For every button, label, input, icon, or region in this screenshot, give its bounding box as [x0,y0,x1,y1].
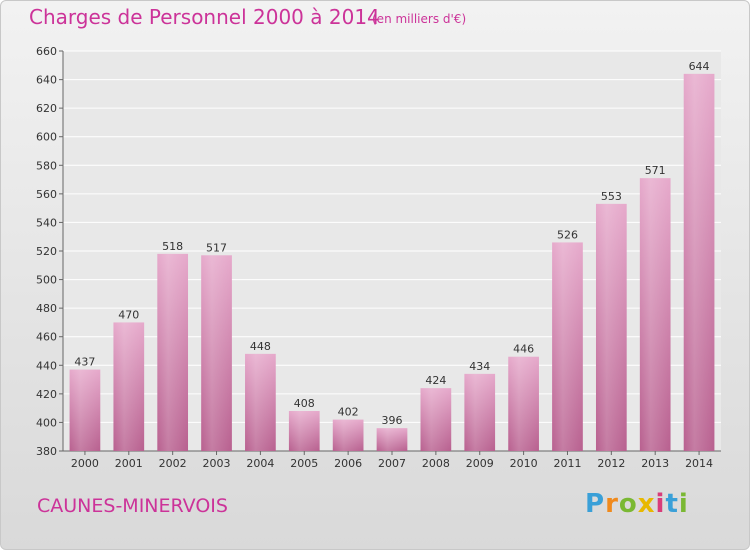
x-tick-label: 2014 [685,457,713,470]
x-tick-label: 2000 [71,457,99,470]
bar-highlight [595,203,627,451]
proxiti-logo[interactable]: Proxiti [585,489,689,519]
y-tick-label: 480 [36,302,57,315]
data-label: 553 [601,190,622,203]
y-tick-label: 440 [36,359,57,372]
x-tick-label: 2009 [466,457,494,470]
data-label: 396 [382,414,403,427]
y-tick-label: 460 [36,331,57,344]
x-tick-label: 2004 [246,457,274,470]
x-tick-label: 2002 [159,457,187,470]
bar-highlight [288,411,320,451]
y-tick-label: 560 [36,188,57,201]
bar-highlight [508,356,539,451]
chart-subtitle: (en milliers d'€) [372,12,467,26]
bar-highlight [69,369,101,451]
data-label: 644 [689,60,710,73]
x-tick-label: 2013 [641,457,669,470]
x-tick-label: 2006 [334,457,362,470]
bar-highlight [552,242,583,451]
x-tick-label: 2003 [203,457,231,470]
bar-highlight [113,322,145,451]
data-label: 517 [206,241,227,254]
x-tick-label: 2011 [553,457,581,470]
bar-highlight [464,373,496,451]
data-label: 437 [74,356,95,369]
bar-highlight [420,388,452,451]
commune-name: CAUNES-MINERVOIS [37,495,228,517]
data-label: 571 [645,164,666,177]
data-label: 402 [338,406,359,419]
y-tick-label: 620 [36,102,57,115]
data-label: 434 [469,360,490,373]
data-label: 446 [513,343,534,356]
x-tick-label: 2008 [422,457,450,470]
bar-highlight [157,253,189,451]
x-tick-label: 2012 [597,457,625,470]
y-tick-label: 640 [36,74,57,87]
x-tick-label: 2007 [378,457,406,470]
y-tick-label: 400 [36,416,57,429]
data-label: 424 [425,374,446,387]
data-label: 518 [162,240,183,253]
data-label: 526 [557,228,578,241]
x-tick-label: 2001 [115,457,143,470]
bar-highlight [683,73,715,451]
x-tick-label: 2010 [510,457,538,470]
bar-highlight [639,178,671,451]
y-tick-label: 420 [36,388,57,401]
y-tick-label: 380 [36,445,57,458]
y-tick-label: 520 [36,245,57,258]
data-label: 470 [118,308,139,321]
bar-highlight [201,255,232,451]
y-tick-label: 540 [36,216,57,229]
data-label: 448 [250,340,271,353]
y-tick-label: 600 [36,131,57,144]
chart-title: Charges de Personnel 2000 à 2014 [29,5,380,29]
y-tick-label: 500 [36,274,57,287]
bar-highlight [376,428,408,451]
y-tick-label: 660 [36,45,57,58]
bar-highlight [245,353,276,451]
bar-highlight [332,419,364,451]
data-label: 408 [294,397,315,410]
x-tick-label: 2005 [290,457,318,470]
y-tick-label: 580 [36,159,57,172]
